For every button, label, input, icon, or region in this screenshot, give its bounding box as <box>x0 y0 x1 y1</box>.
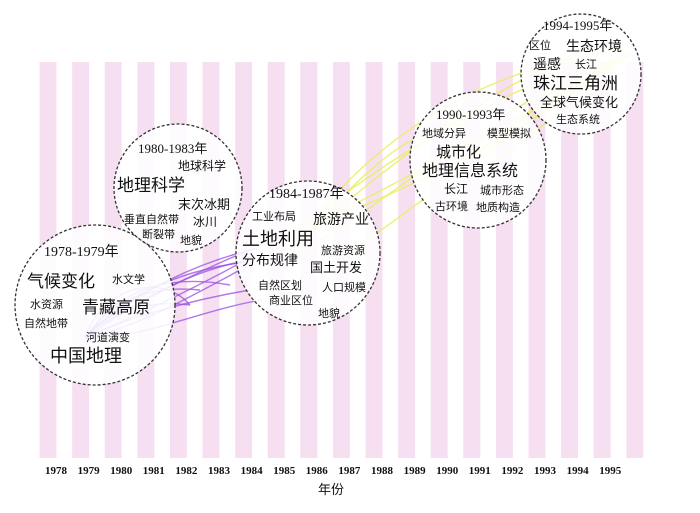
keyword: 青藏高原 <box>82 298 150 318</box>
keyword: 区位 <box>529 38 551 52</box>
keyword: 旅游产业 <box>313 212 369 228</box>
year-label: 1992 <box>501 465 524 477</box>
year-label: 1983 <box>208 465 231 477</box>
keyword: 模型模拟 <box>487 126 531 140</box>
year-label: 1978 <box>45 465 68 477</box>
year-label: 1994 <box>567 465 590 477</box>
cluster-1994-1995: 1994-1995年 区位 生态环境 遥感 长江 珠江三角洲 全球气候变化 生态… <box>520 13 642 135</box>
keyword: 自然区划 <box>258 278 302 292</box>
keyword: 中国地理 <box>50 346 122 367</box>
year-label: 1986 <box>306 465 329 477</box>
year-label: 1981 <box>143 465 165 477</box>
cluster-circle <box>113 123 243 253</box>
year-label: 1991 <box>469 465 491 477</box>
cluster-circle <box>409 91 547 229</box>
keyword: 末次冰期 <box>178 197 230 213</box>
keyword: 生态环境 <box>566 39 622 55</box>
keyword: 人口规模 <box>322 280 366 294</box>
axis-title: 年份 <box>318 483 344 498</box>
year-label: 1979 <box>78 465 101 477</box>
cluster-1990-1993: 1990-1993年 地域分异 模型模拟 城市化 地理信息系统 长江 城市形态 … <box>409 91 547 229</box>
keyword: 土地利用 <box>242 229 314 250</box>
keyword: 分布规律 <box>242 253 298 269</box>
keyword: 地质构造 <box>476 200 520 214</box>
keyword: 长江 <box>575 58 597 71</box>
keyword: 地貌 <box>318 306 340 320</box>
year-stripe <box>398 62 416 458</box>
cluster-title: 1978-1979年 <box>44 244 119 260</box>
year-axis: 1978 1979 1980 1981 1982 1983 1984 1985 1986 1987… <box>45 465 622 477</box>
keyword: 地貌 <box>180 233 202 247</box>
keyword: 城市形态 <box>480 183 524 197</box>
cluster-circle <box>235 180 381 326</box>
cluster-1980-1983: 1980-1983年 地球科学 地理科学 末次冰期 垂直自然带 冰川 断裂带 地… <box>113 123 243 253</box>
keyword: 遥感 <box>533 56 561 73</box>
year-stripe <box>561 62 579 458</box>
year-label: 1984 <box>241 465 264 477</box>
keyword: 工业布局 <box>252 210 296 223</box>
keyword: 地理信息系统 <box>422 161 518 180</box>
keyword: 长江 <box>444 182 468 196</box>
cluster-title: 1990-1993年 <box>436 107 505 122</box>
cluster-title: 1984-1987年 <box>269 186 344 202</box>
keyword: 国土开发 <box>310 260 362 276</box>
keyword: 旅游资源 <box>321 243 365 257</box>
year-label: 1980 <box>110 465 133 477</box>
keyword: 河道演变 <box>86 330 130 344</box>
keyword: 生态系统 <box>556 112 600 126</box>
keyword: 城市化 <box>436 143 481 161</box>
keyword: 地球科学 <box>178 158 226 173</box>
year-label: 1990 <box>436 465 459 477</box>
keyword: 断裂带 <box>142 227 175 241</box>
keyword: 冰川 <box>193 215 217 229</box>
year-label: 1993 <box>534 465 557 477</box>
keyword: 气候变化 <box>27 272 95 292</box>
keyword: 水文学 <box>112 272 145 286</box>
year-label: 1982 <box>175 465 198 477</box>
keyword: 垂直自然带 <box>124 212 179 226</box>
year-label: 1987 <box>338 465 361 477</box>
year-label: 1988 <box>371 465 394 477</box>
cluster-circle <box>14 224 176 386</box>
cluster-1978-1979: 1978-1979年 气候变化 水文学 水资源 青藏高原 自然地带 河道演变 中… <box>14 224 176 386</box>
keyword: 商业区位 <box>269 293 313 307</box>
year-stripe <box>593 62 611 458</box>
keyword: 全球气候变化 <box>540 95 618 111</box>
keyword: 古环境 <box>435 199 468 213</box>
cluster-1984-1987: 1984-1987年 工业布局 旅游产业 土地利用 旅游资源 分布规律 国土开发… <box>235 180 381 326</box>
cluster-circle <box>520 13 642 135</box>
cluster-title: 1980-1983年 <box>138 141 207 156</box>
year-stripe <box>169 62 187 458</box>
year-stripe <box>626 62 644 458</box>
keyword: 珠江三角洲 <box>533 74 618 94</box>
keyword: 地理科学 <box>117 176 185 196</box>
keyword: 自然地带 <box>24 316 68 330</box>
keyword: 水资源 <box>30 297 63 311</box>
year-label: 1989 <box>404 465 427 477</box>
cluster-title: 1994-1995年 <box>543 18 612 33</box>
year-label: 1985 <box>273 465 296 477</box>
keyword: 地域分异 <box>422 127 466 140</box>
year-label: 1995 <box>599 465 622 477</box>
